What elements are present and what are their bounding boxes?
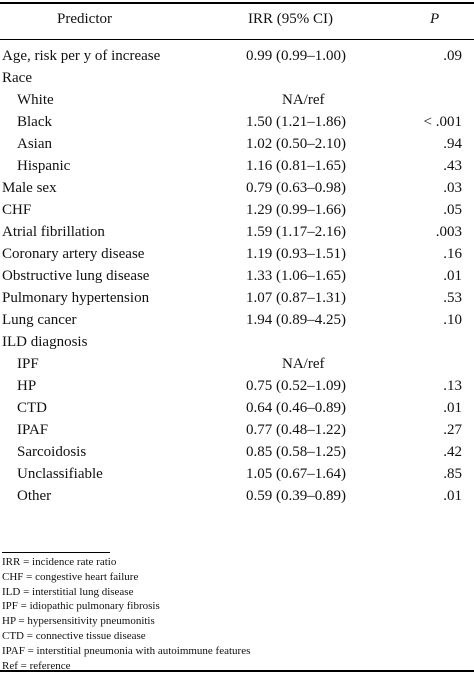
irr-value: 1.29 (0.99–1.66): [246, 202, 346, 218]
table-row: Coronary artery disease 1.19 (0.93–1.51).…: [0, 243, 474, 265]
table-row: Atrial fibrillation 1.59 (1.17–2.16) .003: [0, 221, 474, 243]
header-p: P: [430, 11, 440, 27]
predictor-label: Other: [17, 488, 52, 504]
predictor-label: IPF: [17, 356, 39, 372]
footnote-line: IRR = incidence rate ratio: [2, 556, 117, 568]
p-value: .09: [443, 48, 462, 64]
irr-value: 1.50 (1.21–1.86): [246, 114, 346, 130]
footnote-line: CHF = congestive heart failure: [2, 570, 139, 583]
table-row: HP 0.75 (0.52–1.09) .13: [0, 375, 474, 397]
predictor-label: HP: [17, 378, 37, 394]
p-value: .01: [443, 488, 462, 504]
table-row: Age, risk per y of increase 0.99 (0.99–1.…: [0, 45, 474, 67]
table-row: Pulmonary hypertension 1.07 (0.87–1.31) .5…: [0, 287, 474, 309]
predictor-label: White: [17, 92, 54, 108]
predictor-label: Male sex: [2, 180, 57, 196]
predictor-label: Sarcoidosis: [17, 444, 87, 460]
predictor-label: ILD diagnosis: [2, 334, 88, 350]
table-row: IPF NA/ref: [0, 353, 474, 375]
p-value: .10: [443, 312, 462, 328]
predictor-label: Black: [17, 114, 52, 130]
table-row: Hispanic 1.16 (0.81–1.65) .43: [0, 155, 474, 177]
table-row: White NA/ref: [0, 89, 474, 111]
irr-value: NA/ref: [282, 92, 325, 108]
predictor-label: Atrial fibrillation: [2, 224, 105, 240]
table-row: Male sex 0.79 (0.63–0.98) .03: [0, 177, 474, 199]
p-value: .16: [443, 246, 462, 262]
predictor-label: Coronary artery disease: [2, 246, 145, 262]
irr-value: 1.94 (0.89–4.25): [246, 312, 346, 328]
table-row: Unclassifiable 1.05 (0.67–1.64) .85: [0, 463, 474, 485]
footnote-line: CTD = connective tissue disease: [2, 629, 146, 642]
irr-value: 1.02 (0.50–2.10): [246, 136, 346, 152]
irr-value: 1.19 (0.93–1.51): [246, 246, 346, 262]
predictor-label: Age, risk per y of increase: [2, 48, 161, 64]
p-value: .003: [435, 224, 462, 240]
irr-value: 0.77 (0.48–1.22): [246, 422, 346, 438]
predictor-label: CHF: [2, 202, 32, 218]
irr-value: NA/ref: [282, 356, 325, 372]
p-value: .01: [443, 400, 462, 416]
table-row: Other 0.59 (0.39–0.89) .01: [0, 485, 474, 507]
table-row: CTD 0.64 (0.46–0.89) .01: [0, 397, 474, 419]
irr-value: 1.59 (1.17–2.16): [246, 224, 346, 240]
table-body: Age, risk per y of increase 0.99 (0.99–1.…: [0, 45, 474, 507]
p-value: < .001: [423, 114, 462, 130]
footnote-line: IPAF = interstitial pneumonia with autoi…: [2, 644, 251, 657]
footnote-line: IPF = idiopathic pulmonary fibrosis: [2, 600, 160, 613]
irr-value: 1.07 (0.87–1.31): [246, 290, 346, 306]
table-row: Lung cancer 1.94 (0.89–4.25) .10: [0, 309, 474, 331]
predictor-label: Unclassifiable: [17, 466, 103, 482]
table-row: Obstructive lung disease 1.33 (1.06–1.65)…: [0, 265, 474, 287]
table-row: Asian 1.02 (0.50–2.10) .94: [0, 133, 474, 155]
footnote-line: Ref = reference: [2, 659, 71, 672]
header-irr: IRR (95% CI): [248, 11, 333, 27]
predictor-label: Hispanic: [17, 158, 71, 174]
table-row: Race: [0, 67, 474, 89]
table-row: Sarcoidosis 0.85 (0.58–1.25) .42: [0, 441, 474, 463]
irr-value: 0.64 (0.46–0.89): [246, 400, 346, 416]
header-predictor: Predictor: [57, 11, 112, 27]
p-value: .05: [443, 202, 462, 218]
irr-value: 0.99 (0.99–1.00): [246, 48, 346, 64]
footnote-rule: [2, 552, 110, 553]
p-value: .42: [443, 444, 462, 460]
irr-value: 0.59 (0.39–0.89): [246, 488, 346, 504]
footnote-line: ILD = interstitial lung disease: [2, 585, 134, 598]
irr-value: 0.79 (0.63–0.98): [246, 180, 346, 196]
footnotes: IRR = incidence rate ratio CHF = congesti…: [2, 555, 250, 673]
predictor-label: Lung cancer: [2, 312, 77, 328]
predictor-label: Race: [2, 70, 32, 86]
table-bottom-rule: [0, 670, 474, 672]
p-value: .27: [443, 422, 462, 438]
p-value: .53: [443, 290, 462, 306]
predictor-label: Obstructive lung disease: [2, 268, 150, 284]
p-value: .85: [443, 466, 462, 482]
p-value: .03: [443, 180, 462, 196]
predictor-label: CTD: [17, 400, 47, 416]
irr-value: 1.05 (0.67–1.64): [246, 466, 346, 482]
irr-value: 1.16 (0.81–1.65): [246, 158, 346, 174]
irr-value: 0.85 (0.58–1.25): [246, 444, 346, 460]
table-row: ILD diagnosis: [0, 331, 474, 353]
p-value: .01: [443, 268, 462, 284]
header-rule: [0, 39, 474, 40]
table-top-rule: [0, 2, 474, 4]
footnote-line: HP = hypersensitivity pneumonitis: [2, 615, 155, 628]
p-value: .13: [443, 378, 462, 394]
predictor-label: Pulmonary hypertension: [2, 290, 150, 306]
irr-value: 1.33 (1.06–1.65): [246, 268, 346, 284]
predictor-label: Asian: [17, 136, 52, 152]
p-value: .43: [443, 158, 462, 174]
predictor-label: IPAF: [17, 422, 49, 438]
table-row: IPAF 0.77 (0.48–1.22) .27: [0, 419, 474, 441]
irr-value: 0.75 (0.52–1.09): [246, 378, 346, 394]
table-row: Black 1.50 (1.21–1.86) < .001: [0, 111, 474, 133]
p-value: .94: [443, 136, 462, 152]
table-row: CHF 1.29 (0.99–1.66) .05: [0, 199, 474, 221]
